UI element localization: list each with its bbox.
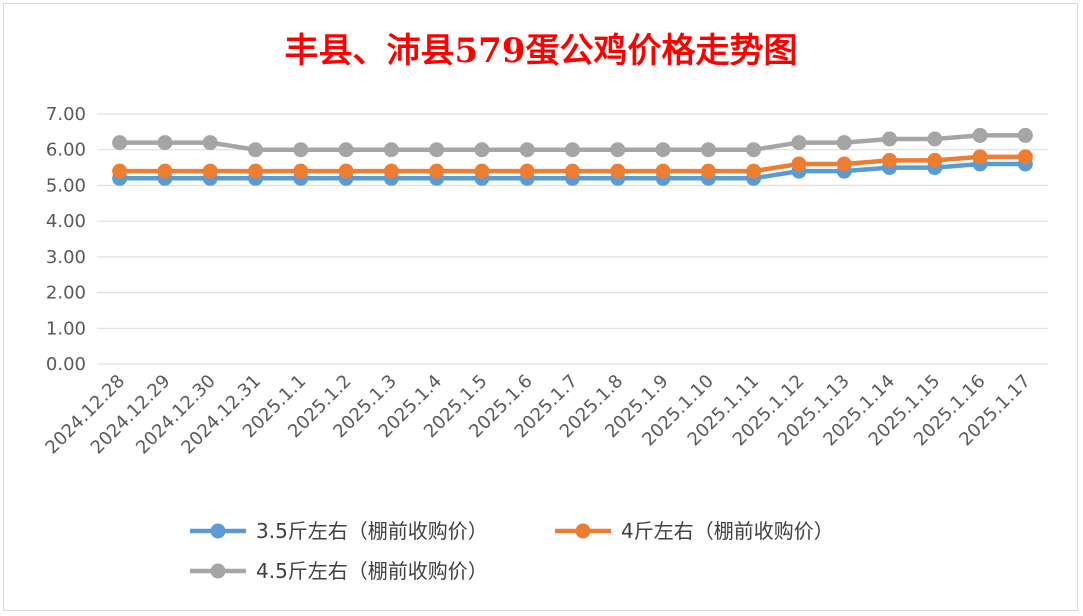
data-point bbox=[383, 142, 399, 158]
data-point bbox=[746, 142, 762, 158]
data-point bbox=[791, 156, 807, 172]
data-point bbox=[338, 142, 354, 158]
data-point bbox=[1017, 149, 1033, 165]
y-axis-ticks: 0.00 1.00 2.00 3.00 4.00 5.00 6.00 7.00 bbox=[46, 104, 86, 375]
data-point bbox=[519, 142, 535, 158]
y-tick-label: 2.00 bbox=[46, 283, 86, 304]
data-point bbox=[655, 142, 671, 158]
legend-item: 3.5斤左右（棚前收购价） bbox=[190, 519, 488, 543]
data-point bbox=[972, 127, 988, 143]
data-point bbox=[429, 163, 445, 179]
y-tick-label: 5.00 bbox=[46, 175, 86, 196]
plot-series bbox=[112, 127, 1033, 186]
data-point bbox=[655, 163, 671, 179]
data-point bbox=[338, 163, 354, 179]
data-point bbox=[248, 142, 263, 158]
data-point bbox=[882, 152, 897, 168]
y-tick-label: 7.00 bbox=[46, 104, 86, 125]
legend-item: 4.5斤左右（棚前收购价） bbox=[190, 559, 488, 583]
legend: 3.5斤左右（棚前收购价） 4斤左右（棚前收购价） 4.5斤左右（棚前收购价） bbox=[190, 519, 834, 583]
data-point bbox=[565, 142, 580, 158]
data-point bbox=[248, 163, 263, 179]
y-tick-label: 3.00 bbox=[46, 247, 86, 268]
legend-label: 4.5斤左右（棚前收购价） bbox=[256, 559, 488, 583]
data-point bbox=[927, 131, 943, 147]
y-tick-label: 1.00 bbox=[46, 318, 86, 339]
legend-swatch-marker bbox=[575, 523, 591, 539]
data-point bbox=[293, 163, 309, 179]
legend-swatch-marker bbox=[210, 523, 226, 539]
data-point bbox=[383, 163, 399, 179]
legend-item: 4斤左右（棚前收购价） bbox=[555, 519, 834, 543]
series-2 bbox=[112, 149, 1033, 179]
data-point bbox=[610, 142, 626, 158]
y-tick-label: 4.00 bbox=[46, 211, 86, 232]
data-point bbox=[565, 163, 580, 179]
data-point bbox=[474, 142, 490, 158]
data-point bbox=[293, 142, 309, 158]
x-axis-ticks: 2024.12.282024.12.292024.12.302024.12.31… bbox=[41, 371, 1034, 459]
data-point bbox=[202, 135, 218, 151]
legend-label: 4斤左右（棚前收购价） bbox=[621, 519, 834, 543]
y-tick-label: 6.00 bbox=[46, 140, 86, 161]
data-point bbox=[610, 163, 626, 179]
data-point bbox=[157, 163, 173, 179]
data-point bbox=[429, 142, 445, 158]
data-point bbox=[157, 135, 173, 151]
data-point bbox=[927, 152, 943, 168]
data-point bbox=[519, 163, 535, 179]
data-point bbox=[112, 163, 128, 179]
data-point bbox=[836, 156, 852, 172]
data-point bbox=[882, 131, 897, 147]
data-point bbox=[202, 163, 218, 179]
data-point bbox=[700, 163, 716, 179]
data-point bbox=[972, 149, 988, 165]
data-point bbox=[746, 163, 762, 179]
data-point bbox=[1017, 127, 1033, 143]
chart-frame bbox=[3, 3, 1078, 611]
data-point bbox=[836, 135, 852, 151]
data-point bbox=[474, 163, 490, 179]
data-point bbox=[112, 135, 128, 151]
legend-label: 3.5斤左右（棚前收购价） bbox=[256, 519, 488, 543]
y-tick-label: 0.00 bbox=[46, 354, 86, 375]
legend-swatch-marker bbox=[210, 563, 226, 579]
series-3 bbox=[112, 127, 1033, 158]
chart-title: 丰县、沛县579蛋公鸡价格走势图 bbox=[285, 31, 798, 71]
data-point bbox=[791, 135, 807, 151]
data-point bbox=[700, 142, 716, 158]
